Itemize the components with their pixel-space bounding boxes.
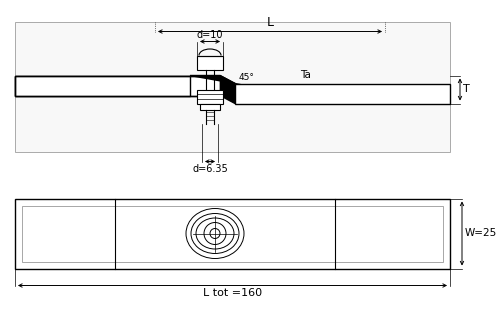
Text: Ta: Ta	[300, 70, 311, 81]
Polygon shape	[220, 75, 235, 103]
Bar	[22, 205, 443, 262]
Ellipse shape	[196, 218, 234, 249]
Text: d=6.35: d=6.35	[192, 164, 228, 173]
Text: L tot =160: L tot =160	[203, 288, 262, 297]
Ellipse shape	[191, 214, 239, 254]
Circle shape	[210, 229, 220, 238]
Ellipse shape	[186, 209, 244, 258]
Bar	[15, 75, 220, 95]
Text: 45°: 45°	[239, 73, 255, 81]
Bar	[200, 103, 220, 109]
Bar	[15, 22, 450, 152]
Text: L: L	[266, 16, 274, 29]
Text: W=25: W=25	[465, 229, 497, 238]
Bar	[197, 89, 223, 103]
Circle shape	[204, 223, 226, 244]
Text: T: T	[463, 85, 470, 94]
Text: d=10: d=10	[197, 30, 223, 41]
Bar	[235, 83, 450, 103]
Bar	[197, 55, 223, 69]
Bar	[15, 75, 190, 95]
Polygon shape	[190, 75, 235, 83]
Bar	[15, 75, 220, 95]
Bar	[15, 198, 450, 268]
